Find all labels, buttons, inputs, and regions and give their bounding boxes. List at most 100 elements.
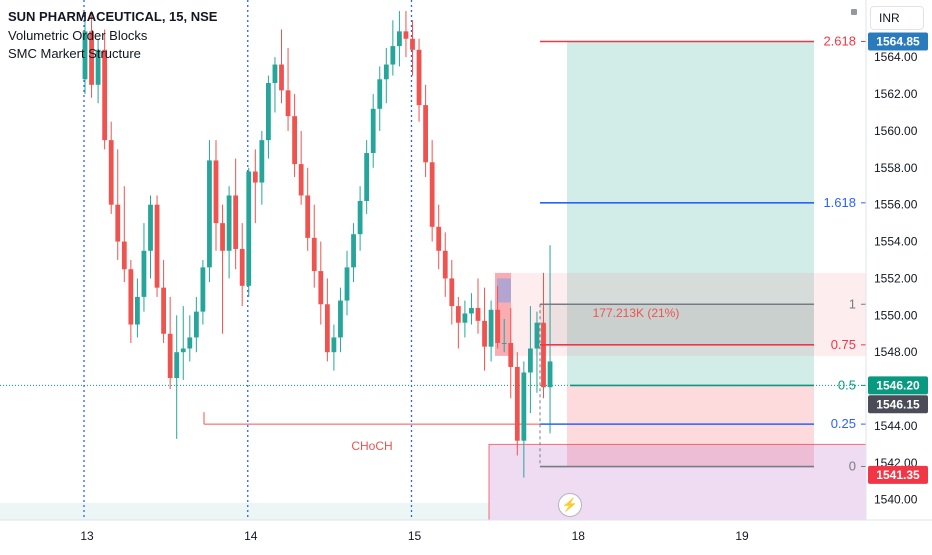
- candle-26: [252, 171, 258, 183]
- price-tick-1544: 1544.00: [874, 419, 918, 433]
- time-tick-15: 15: [408, 529, 422, 543]
- candle-41: [351, 234, 356, 268]
- candle-19: [207, 160, 212, 268]
- candle-15: [180, 348, 186, 353]
- candle-0: [82, 31, 88, 80]
- candle-27: [259, 140, 265, 183]
- fib-label-0.75: 0.75: [831, 337, 856, 352]
- candle-36: [318, 271, 324, 305]
- candle-48: [397, 31, 402, 47]
- price-tick-1558: 1558.00: [874, 161, 918, 175]
- candle-51: [416, 49, 422, 106]
- volume-label: 177.213K (21%): [593, 306, 680, 320]
- candle-8: [135, 296, 140, 325]
- candle-6: [121, 241, 127, 270]
- candle-32: [292, 116, 297, 165]
- candle-25: [246, 171, 252, 286]
- candle-1: [89, 31, 94, 85]
- candle-60: [475, 307, 481, 321]
- time-tick-18: 18: [572, 529, 586, 543]
- price-label-bg-1546.20: [868, 376, 928, 395]
- price-label-1564.85: 1564.85: [876, 34, 920, 48]
- indicator-legend-order-blocks[interactable]: Volumetric Order Blocks: [8, 28, 148, 43]
- candle-9: [141, 250, 147, 297]
- candle-54: [436, 226, 442, 251]
- price-label-bg-1546.15: [868, 395, 928, 414]
- candle-69: [534, 322, 540, 349]
- price-tick-1562: 1562.00: [874, 87, 918, 101]
- lightning-icon[interactable]: ⚡: [558, 493, 582, 517]
- candle-30: [279, 64, 284, 91]
- candle-23: [233, 195, 239, 249]
- indicator-legend-market-structure[interactable]: SMC Markert Structure: [8, 46, 141, 61]
- candle-29: [272, 64, 278, 83]
- candle-17: [193, 311, 199, 338]
- price-tick-1552: 1552.00: [874, 271, 918, 285]
- candle-39: [338, 300, 343, 338]
- candle-12: [161, 287, 166, 334]
- price-label-bg-1541.35: [868, 465, 928, 484]
- candle-34: [305, 195, 311, 238]
- loss-zone: [567, 385, 814, 467]
- candle-55: [442, 250, 448, 279]
- price-axis: 1540.001542.001544.001546.001548.001550.…: [865, 0, 928, 520]
- candle-2: [95, 49, 101, 85]
- fib-label-0.5: 0.5: [838, 377, 856, 392]
- candle-14: [174, 352, 180, 379]
- price-tick-1556: 1556.00: [874, 198, 918, 212]
- candle-33: [298, 164, 304, 196]
- candle-24: [239, 248, 245, 286]
- candle-64: [501, 342, 507, 344]
- time-axis: 13 14 15 18 19: [0, 519, 932, 543]
- candle-13: [167, 333, 173, 379]
- currency-selector[interactable]: INR: [870, 6, 924, 30]
- bearish-order-block: [495, 272, 866, 356]
- candles-group: [82, 11, 553, 478]
- candle-28: [266, 82, 271, 141]
- time-tick-13: 13: [80, 529, 94, 543]
- candle-38: [331, 337, 337, 353]
- candle-63: [495, 309, 501, 343]
- candle-42: [357, 200, 363, 235]
- candle-46: [383, 64, 389, 80]
- price-tick-1554: 1554.00: [874, 235, 918, 249]
- price-label-1546.20: 1546.20: [876, 378, 920, 392]
- candle-61: [482, 320, 487, 347]
- candle-5: [115, 204, 121, 242]
- candle-7: [128, 269, 134, 325]
- price-tick-1548: 1548.00: [874, 345, 918, 359]
- price-tick-1560: 1560.00: [874, 124, 918, 138]
- candle-16: [187, 337, 193, 349]
- candle-10: [148, 204, 153, 251]
- fib-label-1.618: 1.618: [823, 195, 856, 210]
- candle-50: [410, 38, 415, 50]
- price-label-1546.15: 1546.15: [876, 397, 920, 411]
- candle-47: [390, 46, 396, 65]
- candle-56: [449, 278, 455, 307]
- candle-62: [488, 309, 494, 347]
- profit-zone: [567, 41, 814, 386]
- price-label-bg-1564.85: [868, 32, 928, 51]
- candle-35: [311, 237, 317, 272]
- candle-21: [220, 223, 225, 251]
- scale-settings-icon[interactable]: [851, 9, 857, 15]
- time-tick-14: 14: [244, 529, 258, 543]
- candle-53: [429, 162, 435, 227]
- candle-57: [455, 306, 461, 323]
- candle-66: [514, 366, 520, 441]
- order-block-volume-bar-blue: [497, 278, 511, 303]
- candle-49: [403, 31, 409, 39]
- fib-label-0: 0: [849, 459, 856, 474]
- candle-44: [370, 108, 376, 154]
- candle-43: [364, 153, 370, 201]
- fib-label-1: 1: [849, 296, 856, 311]
- candle-31: [285, 90, 291, 117]
- volume-region: [540, 304, 814, 345]
- candle-3: [102, 49, 108, 141]
- price-tick-1564: 1564.00: [874, 50, 918, 64]
- candle-59: [469, 307, 474, 314]
- fib-label-2.618: 2.618: [823, 33, 856, 48]
- candle-18: [200, 267, 206, 312]
